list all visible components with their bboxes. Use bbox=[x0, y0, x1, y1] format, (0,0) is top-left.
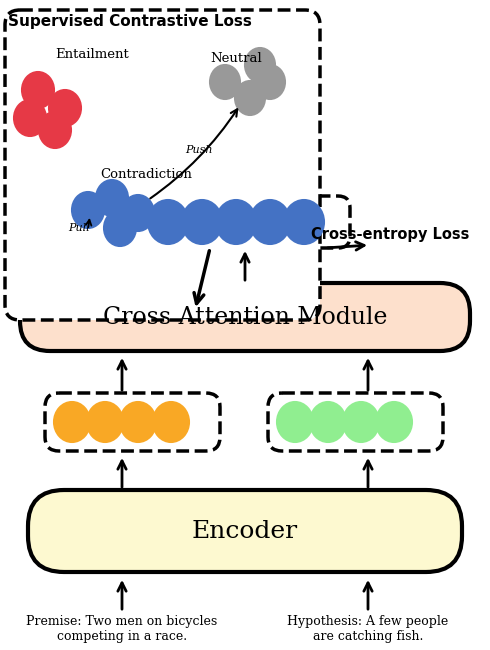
Text: Contradiction: Contradiction bbox=[100, 168, 192, 181]
Ellipse shape bbox=[182, 200, 222, 244]
Ellipse shape bbox=[277, 402, 313, 442]
Ellipse shape bbox=[39, 112, 71, 148]
FancyBboxPatch shape bbox=[20, 283, 470, 351]
Text: Push: Push bbox=[185, 145, 213, 155]
Ellipse shape bbox=[72, 192, 104, 228]
Text: Cross-entropy Loss: Cross-entropy Loss bbox=[311, 227, 469, 242]
Ellipse shape bbox=[14, 100, 46, 136]
Ellipse shape bbox=[245, 48, 275, 82]
Ellipse shape bbox=[310, 402, 346, 442]
Ellipse shape bbox=[148, 200, 188, 244]
Text: Cross Attention Module: Cross Attention Module bbox=[103, 306, 387, 328]
Ellipse shape bbox=[87, 402, 123, 442]
Ellipse shape bbox=[54, 402, 90, 442]
Ellipse shape bbox=[343, 402, 379, 442]
FancyBboxPatch shape bbox=[5, 10, 320, 320]
Ellipse shape bbox=[153, 402, 189, 442]
Ellipse shape bbox=[120, 402, 156, 442]
FancyBboxPatch shape bbox=[268, 393, 443, 451]
Text: Entailment: Entailment bbox=[55, 49, 129, 62]
Text: Premise: Two men on bicycles
competing in a race.: Premise: Two men on bicycles competing i… bbox=[26, 615, 218, 643]
Ellipse shape bbox=[235, 81, 265, 115]
Ellipse shape bbox=[255, 65, 285, 99]
Text: Pull: Pull bbox=[68, 223, 90, 233]
Text: Encoder: Encoder bbox=[192, 519, 298, 543]
Ellipse shape bbox=[250, 200, 290, 244]
Ellipse shape bbox=[216, 200, 256, 244]
Ellipse shape bbox=[376, 402, 412, 442]
Ellipse shape bbox=[122, 195, 154, 231]
Text: Hypothesis: A few people
are catching fish.: Hypothesis: A few people are catching fi… bbox=[287, 615, 449, 643]
FancyBboxPatch shape bbox=[140, 196, 350, 248]
Ellipse shape bbox=[49, 90, 81, 126]
FancyBboxPatch shape bbox=[45, 393, 220, 451]
Ellipse shape bbox=[96, 180, 128, 216]
Ellipse shape bbox=[284, 200, 324, 244]
Ellipse shape bbox=[22, 72, 54, 108]
Ellipse shape bbox=[210, 65, 240, 99]
FancyBboxPatch shape bbox=[28, 490, 462, 572]
Text: Neutral: Neutral bbox=[210, 51, 262, 64]
Ellipse shape bbox=[104, 210, 136, 246]
Text: Supervised Contrastive Loss: Supervised Contrastive Loss bbox=[8, 14, 252, 29]
